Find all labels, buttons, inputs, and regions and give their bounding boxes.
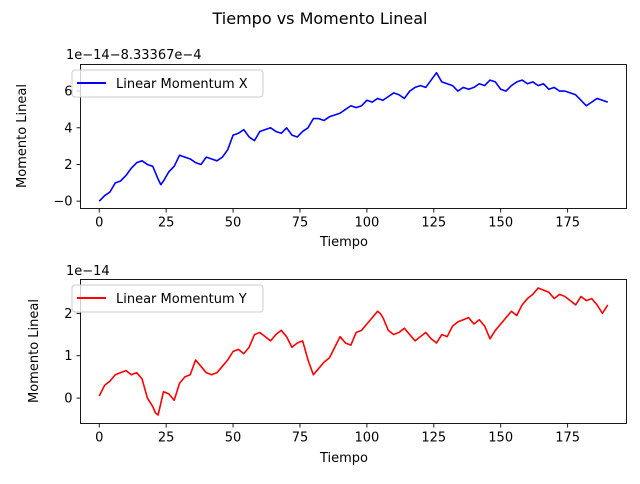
top-legend: Linear Momentum X (71, 69, 264, 98)
bottom-x-tick-label: 100 (354, 431, 379, 446)
top-y-axis-label: Momento Lineal (15, 84, 30, 188)
top-legend-label: Linear Momentum X (116, 77, 248, 92)
bottom-x-tick-label: 125 (421, 431, 446, 446)
bottom-y-tick-label: 0 (64, 392, 72, 407)
top-series-line-0 (98, 71, 609, 202)
top-y-tick-label: 2 (64, 158, 72, 173)
bottom-y-tick-label: 2 (64, 307, 72, 322)
bottom-offset-text: 1e−14 (66, 264, 110, 279)
top-y-tick-label: 6 (64, 85, 72, 100)
top-x-tick-label: 75 (292, 216, 309, 231)
bottom-y-tick-label: 1 (64, 349, 72, 364)
top-x-tick-label: 175 (555, 216, 580, 231)
bottom-series-line-0 (98, 287, 609, 416)
bottom-plot-area: 0 25 50 75 100 125 150 175 0 1 2 (64, 287, 609, 446)
top-x-tick-label: 50 (225, 216, 242, 231)
figure-title: Tiempo vs Momento Lineal (212, 9, 428, 28)
bottom-x-tick-label: 25 (158, 431, 175, 446)
top-x-tick-label: 150 (488, 216, 513, 231)
bottom-y-axis-label: Momento Lineal (27, 299, 42, 403)
bottom-x-tick-label: 150 (488, 431, 513, 446)
top-axes-frame (80, 64, 627, 209)
top-x-axis-label: Tiempo (319, 235, 368, 250)
top-offset-text: 1e−14−8.33367e−4 (66, 48, 202, 63)
top-x-tick-label: 25 (158, 216, 175, 231)
bottom-subplot: 0 25 50 75 100 125 150 175 0 1 2 1e−14 Tiempo Mome… (27, 264, 627, 466)
top-x-tick-label: 0 (95, 216, 103, 231)
top-subplot: 0 25 50 75 100 125 150 175 −0 2 4 6 1e−14−8.33367e−… (15, 48, 627, 250)
top-legend-box (71, 69, 264, 98)
bottom-x-tick-label: 50 (225, 431, 242, 446)
bottom-x-tick-label: 0 (95, 431, 103, 446)
bottom-x-tick-label: 175 (555, 431, 580, 446)
top-y-tick-label: 4 (64, 121, 72, 136)
bottom-x-axis-label: Tiempo (319, 451, 368, 466)
top-x-tick-label: 100 (354, 216, 379, 231)
bottom-axes-frame (80, 279, 627, 424)
bottom-x-tick-label: 75 (292, 431, 309, 446)
top-x-tick-label: 125 (421, 216, 446, 231)
bottom-legend: Linear Momentum Y (71, 284, 264, 313)
top-plot-area: 0 25 50 75 100 125 150 175 −0 2 4 6 (53, 71, 609, 231)
top-y-tick-label: −0 (53, 195, 72, 210)
bottom-legend-label: Linear Momentum Y (116, 292, 247, 307)
bottom-legend-box (71, 284, 264, 313)
